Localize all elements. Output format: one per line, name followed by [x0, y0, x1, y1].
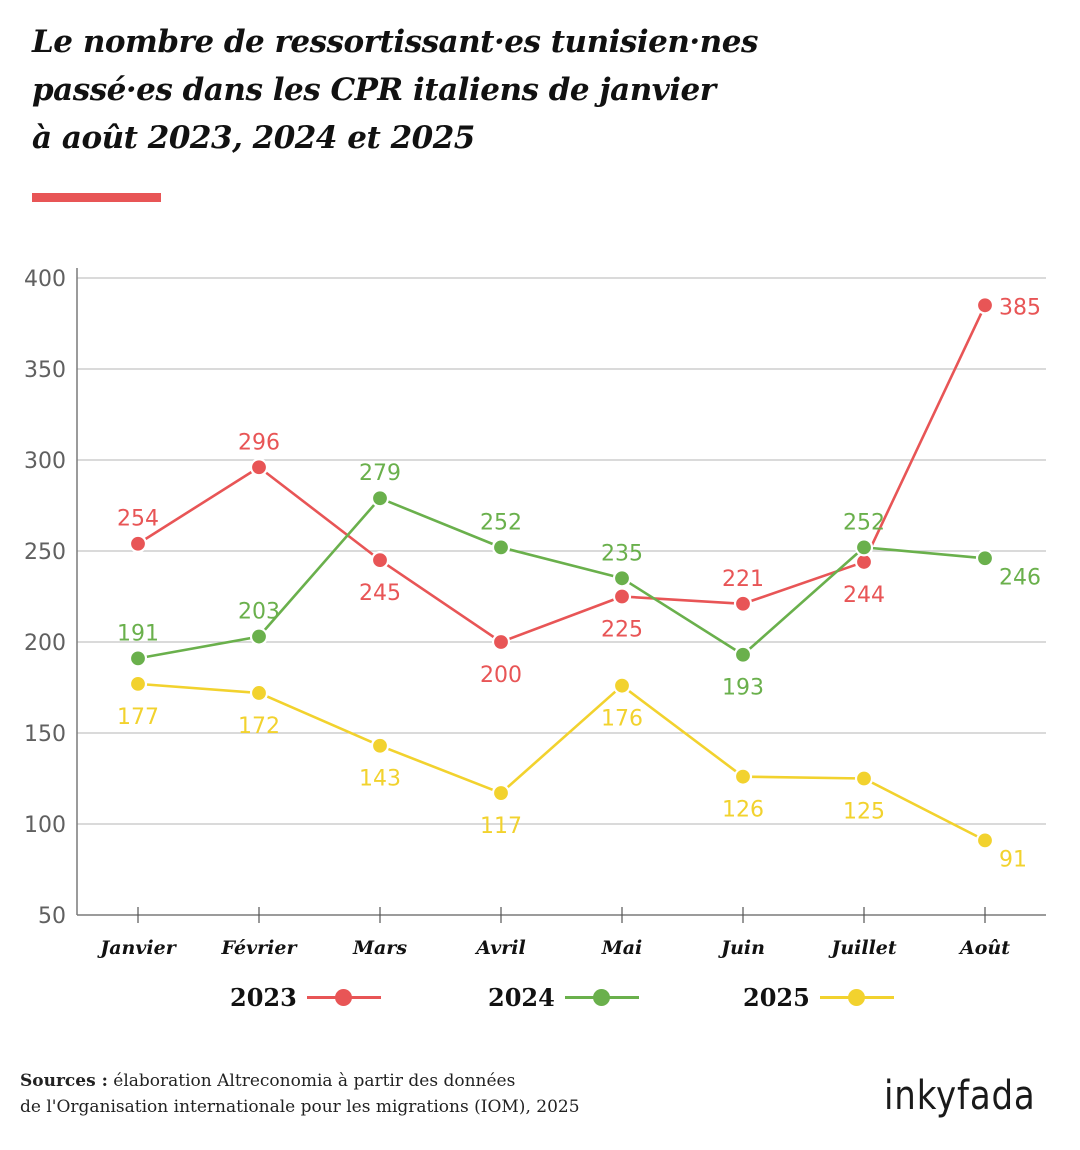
data-label: 235: [601, 541, 643, 566]
legend-label: 2024: [488, 983, 555, 1012]
x-tick-label: Avril: [474, 937, 525, 959]
data-label: 244: [843, 583, 885, 608]
inkyfada-logo: inkyfada: [872, 1058, 1062, 1134]
data-point: [854, 769, 874, 788]
data-point: [612, 676, 632, 695]
data-point: [491, 783, 511, 803]
data-point: [370, 551, 390, 570]
data-label: 221: [722, 567, 764, 592]
sources-label: Sources :: [20, 1071, 108, 1091]
data-point: [491, 538, 511, 557]
data-label: 125: [843, 800, 885, 825]
chart-title: Le nombre de ressortissant·es tunisien·n…: [32, 18, 932, 162]
x-tick-label: Juillet: [828, 937, 897, 959]
legend-swatch-green-icon: [564, 988, 639, 1008]
logo-text: inkyfada: [884, 1073, 1036, 1119]
x-axis-ticks: Janvier Février Mars Avril Mai Juin Juillet Aoû…: [97, 907, 1010, 959]
x-tick-label: Janvier: [97, 937, 177, 959]
data-label: 245: [359, 581, 401, 606]
grid-lines: [77, 277, 1046, 825]
data-point: [733, 767, 753, 786]
title-line-2: passé·es dans les CPR italiens de janvie…: [32, 72, 716, 108]
legend-item-2023: 2023: [230, 983, 381, 1012]
data-point: [128, 534, 148, 553]
data-label: 246: [999, 565, 1041, 590]
legend-swatch-red-icon: [306, 988, 381, 1008]
data-point: [854, 538, 874, 557]
y-tick-label: 250: [24, 540, 66, 565]
y-axis-tick-labels: 50 100 150 200 250 300 350 400: [24, 267, 66, 929]
legend-item-2025: 2025: [743, 983, 894, 1012]
data-point: [975, 296, 995, 315]
data-label: 296: [238, 430, 280, 455]
data-label: 200: [480, 663, 522, 688]
data-label: 172: [238, 714, 280, 739]
data-label: 176: [601, 707, 643, 732]
data-point: [128, 649, 148, 668]
data-point: [975, 831, 995, 850]
legend-item-2024: 2024: [488, 983, 639, 1012]
y-tick-label: 100: [24, 813, 66, 838]
data-label: 91: [999, 847, 1027, 872]
data-point: [128, 674, 148, 693]
series-2025: [128, 674, 995, 850]
series-2024: [128, 489, 995, 668]
y-tick-label: 200: [24, 631, 66, 656]
sources-text-1: élaboration Altreconomia à partir des do…: [107, 1071, 516, 1091]
x-tick-label: Mai: [601, 937, 643, 959]
y-tick-label: 300: [24, 449, 66, 474]
x-tick-label: Août: [958, 937, 1010, 959]
data-label: 126: [722, 798, 764, 823]
data-point: [733, 594, 753, 613]
data-label: 385: [999, 295, 1041, 320]
data-label: 203: [238, 600, 280, 625]
title-line-1: Le nombre de ressortissant·es tunisien·n…: [32, 24, 758, 60]
series-2023: [128, 296, 995, 652]
data-point: [249, 683, 269, 703]
data-point: [249, 627, 269, 646]
legend: 2023 2024 2025: [0, 983, 1080, 1023]
sources-text-2: de l'Organisation internationale pour le…: [20, 1097, 580, 1117]
data-point: [612, 587, 632, 606]
y-tick-label: 400: [24, 267, 66, 292]
data-point: [370, 736, 390, 755]
y-tick-label: 50: [38, 904, 66, 929]
sources-note: Sources : élaboration Altreconomia à par…: [20, 1068, 580, 1120]
data-label: 177: [117, 705, 159, 730]
x-tick-label: Mars: [352, 937, 407, 959]
y-tick-label: 350: [24, 358, 66, 383]
data-label: 143: [359, 767, 401, 792]
series-line-2025: [137, 682, 986, 842]
data-point: [612, 569, 632, 588]
data-point: [491, 632, 511, 652]
data-labels: 254 296 245 200 225 221 244 385 191 203 279 252 235 1…: [117, 295, 1041, 872]
series-group: [128, 296, 995, 850]
title-accent-bar: [32, 193, 161, 202]
x-tick-label: Juin: [718, 937, 765, 959]
legend-swatch-yellow-icon: [819, 988, 894, 1008]
title-line-3: à août 2023, 2024 et 2025: [32, 120, 475, 156]
data-label: 252: [843, 510, 885, 535]
series-line-2023: [137, 304, 987, 644]
x-tick-label: Février: [221, 937, 299, 959]
data-label: 191: [117, 621, 159, 646]
legend-label: 2025: [743, 983, 810, 1012]
data-label: 117: [480, 814, 522, 839]
axes: [76, 268, 1046, 916]
legend-label: 2023: [230, 983, 297, 1012]
data-label: 193: [722, 676, 764, 701]
line-chart: 50 100 150 200 250 300 350 400 Janvier Février Ma…: [24, 267, 1046, 959]
data-label: 279: [359, 461, 401, 486]
data-point: [370, 489, 390, 508]
data-point: [249, 458, 269, 477]
data-label: 254: [117, 507, 159, 532]
data-point: [733, 645, 753, 664]
data-point: [975, 549, 995, 568]
data-label: 252: [480, 510, 522, 535]
data-label: 225: [601, 618, 643, 643]
y-tick-label: 150: [24, 722, 66, 747]
series-line-2024: [137, 496, 986, 660]
